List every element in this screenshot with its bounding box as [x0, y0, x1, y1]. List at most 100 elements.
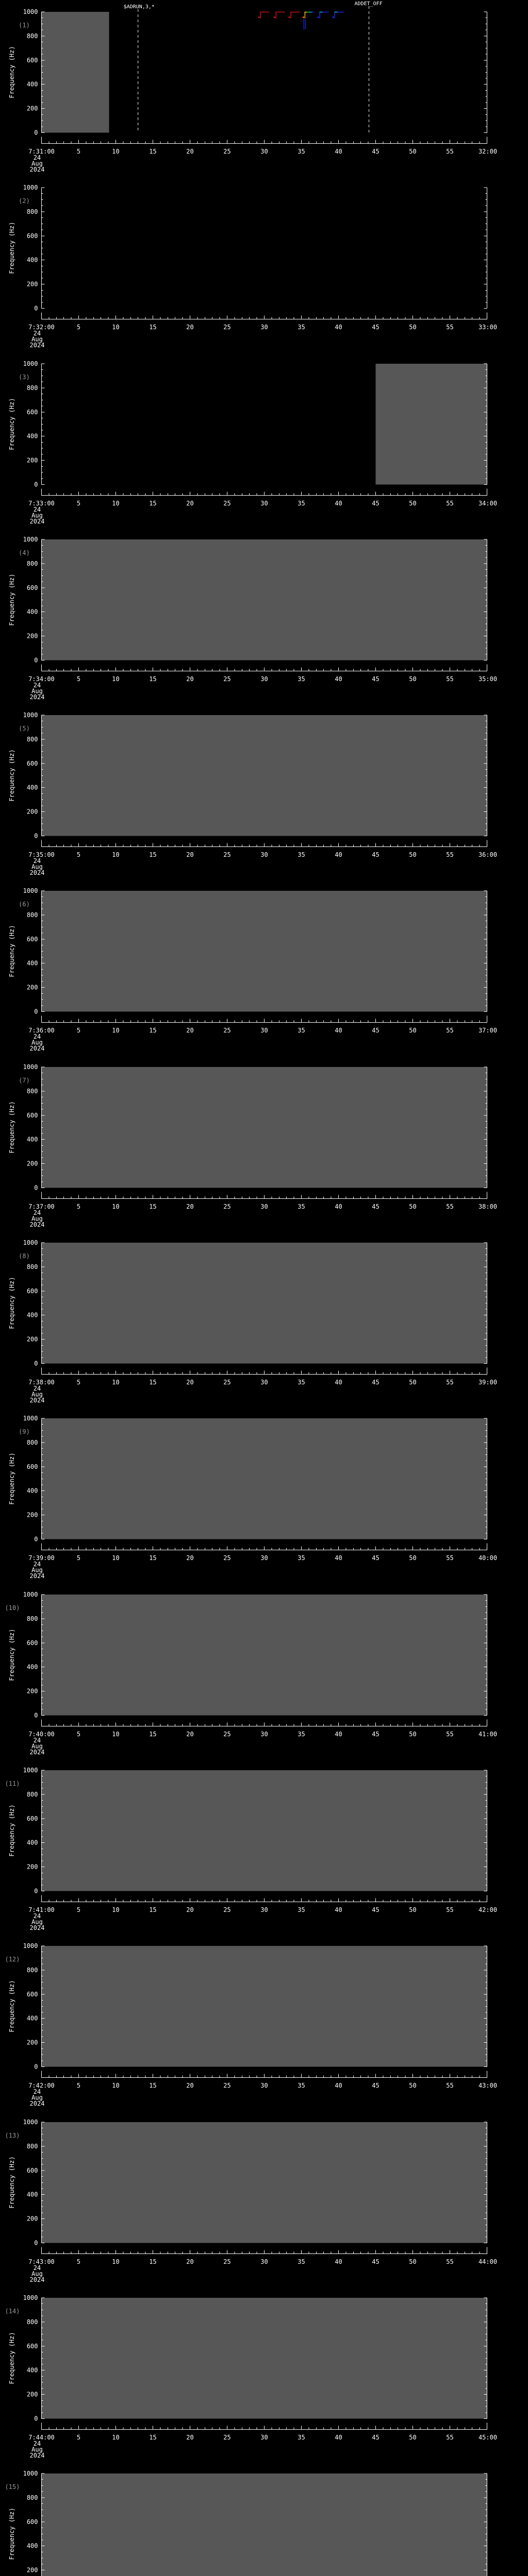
x-tick-label: 50	[409, 2082, 416, 2089]
panel-number: (14)	[5, 2308, 20, 2315]
date-label: 24	[34, 1561, 41, 1568]
x-tick-label: 25	[223, 500, 230, 507]
x-tick-label: 20	[186, 148, 193, 155]
x-tick-label: 5	[77, 2434, 80, 2441]
y-tick-label: 400	[27, 1839, 38, 1846]
x-tick-label: 45	[372, 324, 379, 331]
y-tick-label: 1000	[23, 711, 38, 719]
x-tick-label: 50	[409, 1554, 416, 1562]
y-tick-label: 0	[34, 1008, 38, 1015]
x-tick-label: 50	[409, 2258, 416, 2265]
x-tick-label: 35	[298, 675, 305, 683]
detection-trace	[317, 11, 329, 19]
y-tick-label: 200	[27, 2039, 38, 2046]
spectrogram-data-region	[41, 715, 487, 836]
x-end-time-label: 38:00	[478, 1203, 497, 1210]
x-tick-label: 35	[298, 148, 305, 155]
y-tick-label: 200	[27, 2391, 38, 2398]
date-label: 2024	[30, 693, 45, 701]
spectrogram-panel-12: 0 200 400 600 800 1000 Frequency (Hz) (12) 7:42:…	[5, 1942, 498, 2107]
date-label: 2024	[30, 2452, 45, 2459]
x-tick-label: 45	[372, 1731, 379, 1738]
date-label: Aug	[31, 1039, 43, 1046]
x-tick-label: 45	[372, 2258, 379, 2265]
x-tick-label: 40	[335, 1203, 342, 1210]
spectrogram-data-region	[41, 1067, 487, 1188]
y-axis-title: Frequency (Hz)	[8, 2507, 15, 2560]
x-tick-label: 10	[112, 851, 119, 858]
y-tick-label: 600	[27, 232, 38, 240]
date-label: 24	[34, 1209, 41, 1216]
x-tick-label: 30	[260, 324, 268, 331]
x-tick-label: 30	[260, 1027, 268, 1034]
x-tick-label: 50	[409, 1906, 416, 1913]
spectrogram-data-region	[41, 1418, 487, 1539]
x-tick-label: 30	[260, 851, 268, 858]
y-tick-label: 400	[27, 960, 38, 967]
y-tick-label: 800	[27, 911, 38, 919]
x-tick-label: 50	[409, 851, 416, 858]
x-tick-label: 55	[446, 324, 453, 331]
y-axis-title: Frequency (Hz)	[8, 222, 15, 274]
x-tick-label: 30	[260, 1379, 268, 1386]
x-tick-label: 25	[223, 675, 230, 683]
y-tick-label: 1000	[23, 360, 38, 367]
x-tick-label: 20	[186, 675, 193, 683]
x-tick-label: 25	[223, 2082, 230, 2089]
x-end-time-label: 42:00	[478, 1906, 497, 1913]
x-tick-label: 55	[446, 2082, 453, 2089]
axes-and-ticks	[41, 1770, 487, 1902]
panel-number: (9)	[19, 1428, 30, 1435]
x-tick-label: 15	[149, 2082, 156, 2089]
x-tick-label: 25	[223, 1906, 230, 1913]
x-tick-label: 5	[77, 1731, 80, 1738]
y-tick-label: 200	[27, 1688, 38, 1695]
panel-number: (2)	[19, 197, 30, 205]
panel-number: (5)	[19, 725, 30, 732]
y-tick-label: 800	[27, 1088, 38, 1095]
x-tick-label: 10	[112, 1203, 119, 1210]
x-tick-label: 35	[298, 2082, 305, 2089]
x-tick-label: 5	[77, 1027, 80, 1034]
y-axis-title: Frequency (Hz)	[8, 398, 15, 450]
y-tick-label: 1000	[23, 1415, 38, 1422]
x-tick-label: 30	[260, 2434, 268, 2441]
x-start-time-label: 7:36:00	[28, 1027, 55, 1034]
x-tick-label: 45	[372, 500, 379, 507]
y-tick-label: 600	[27, 409, 38, 416]
x-tick-label: 40	[335, 2082, 342, 2089]
x-tick-label: 25	[223, 2434, 230, 2441]
x-end-time-label: 36:00	[478, 851, 497, 858]
x-tick-label: 50	[409, 1203, 416, 1210]
x-tick-label: 40	[335, 1379, 342, 1386]
x-tick-label: 55	[446, 1731, 453, 1738]
date-label: 24	[34, 1033, 41, 1040]
x-tick-label: 10	[112, 2434, 119, 2441]
date-label: 2024	[30, 1045, 45, 1052]
date-label: 24	[34, 2264, 41, 2272]
y-tick-label: 800	[27, 1791, 38, 1798]
spectrogram-panel-14: 0 200 400 600 800 1000 Frequency (Hz) (14) 7:44:…	[5, 2294, 498, 2459]
x-tick-label: 20	[186, 2434, 193, 2441]
y-tick-label: 0	[34, 1888, 38, 1895]
x-tick-label: 5	[77, 1554, 80, 1562]
x-tick-label: 35	[298, 1554, 305, 1562]
annotation-label: ADDET_OFF	[355, 1, 383, 7]
x-tick-label: 40	[335, 324, 342, 331]
y-tick-label: 200	[27, 2215, 38, 2223]
date-label: 24	[34, 154, 41, 161]
x-tick-label: 35	[298, 500, 305, 507]
y-tick-label: 400	[27, 1664, 38, 1671]
x-tick-label: 55	[446, 500, 453, 507]
date-label: 2024	[30, 1749, 45, 1756]
panel-number: (12)	[5, 1956, 20, 1963]
x-tick-label: 15	[149, 2258, 156, 2265]
axes-and-ticks	[41, 187, 487, 319]
y-tick-label: 1000	[23, 184, 38, 191]
date-label: 24	[34, 1912, 41, 1920]
y-tick-label: 600	[27, 760, 38, 767]
y-axis-title: Frequency (Hz)	[8, 1804, 15, 1856]
date-label: 24	[34, 2440, 41, 2447]
x-tick-label: 45	[372, 851, 379, 858]
x-tick-label: 10	[112, 148, 119, 155]
